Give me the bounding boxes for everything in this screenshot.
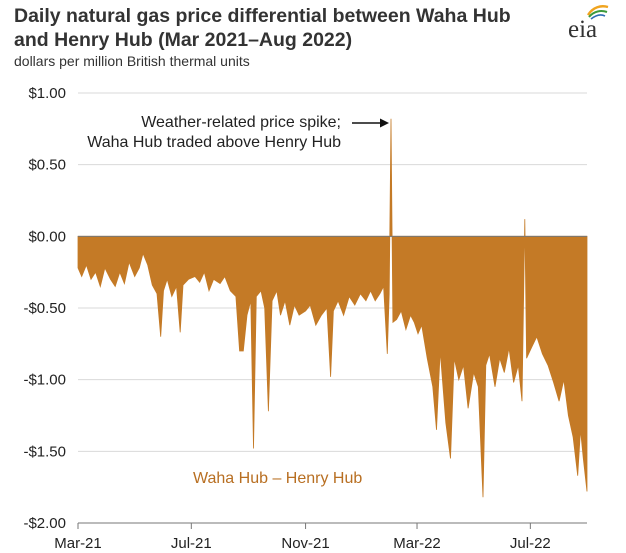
chart-title-line-2: and Henry Hub (Mar 2021–Aug 2022) bbox=[14, 29, 353, 51]
y-tick-label: -$1.00 bbox=[23, 372, 66, 389]
y-tick-label: $0.50 bbox=[28, 157, 66, 174]
x-tick-label: Mar-21 bbox=[54, 535, 102, 552]
chart-title-line-1: Daily natural gas price differential bet… bbox=[14, 5, 511, 27]
x-tick-label: Jul-21 bbox=[171, 535, 212, 552]
x-tick-label: Jul-22 bbox=[510, 535, 551, 552]
eia-logo-swoosh-blue bbox=[590, 14, 606, 20]
y-axis-tick-labels: $1.00 $0.50 $0.00 -$0.50 -$1.00 -$1.50 -$2.00 bbox=[23, 85, 66, 532]
chart-units-subtitle: dollars per million British thermal unit… bbox=[14, 53, 250, 69]
x-tick-label: Nov-21 bbox=[281, 535, 329, 552]
axes bbox=[78, 235, 587, 524]
annotation-line: Waha Hub traded above Henry Hub bbox=[87, 134, 341, 151]
eia-logo-text: eia bbox=[568, 16, 597, 40]
eia-logo-swoosh-orange bbox=[586, 5, 609, 16]
y-tick-label: $0.00 bbox=[28, 228, 66, 245]
x-tick-label: Mar-22 bbox=[393, 535, 441, 552]
waha-henry-differential-area bbox=[77, 118, 588, 498]
y-tick-label: -$1.50 bbox=[23, 443, 66, 460]
annotation-arrow-head bbox=[380, 118, 389, 128]
price-spike-annotation: Weather-related price spike; Waha Hub tra… bbox=[87, 114, 389, 151]
chart-title: Daily natural gas price differential bet… bbox=[14, 4, 554, 52]
eia-logo-swoosh-green bbox=[588, 10, 608, 18]
series-label: Waha Hub – Henry Hub bbox=[193, 470, 362, 487]
x-axis-tick-labels: Mar-21 Jul-21 Nov-21 Mar-22 Jul-22 bbox=[54, 523, 551, 552]
y-tick-label: $1.00 bbox=[28, 85, 66, 102]
eia-logo: eia bbox=[568, 5, 609, 40]
y-tick-label: -$0.50 bbox=[23, 300, 66, 317]
annotation-line: Weather-related price spike; bbox=[141, 114, 341, 131]
y-tick-label: -$2.00 bbox=[23, 515, 66, 532]
